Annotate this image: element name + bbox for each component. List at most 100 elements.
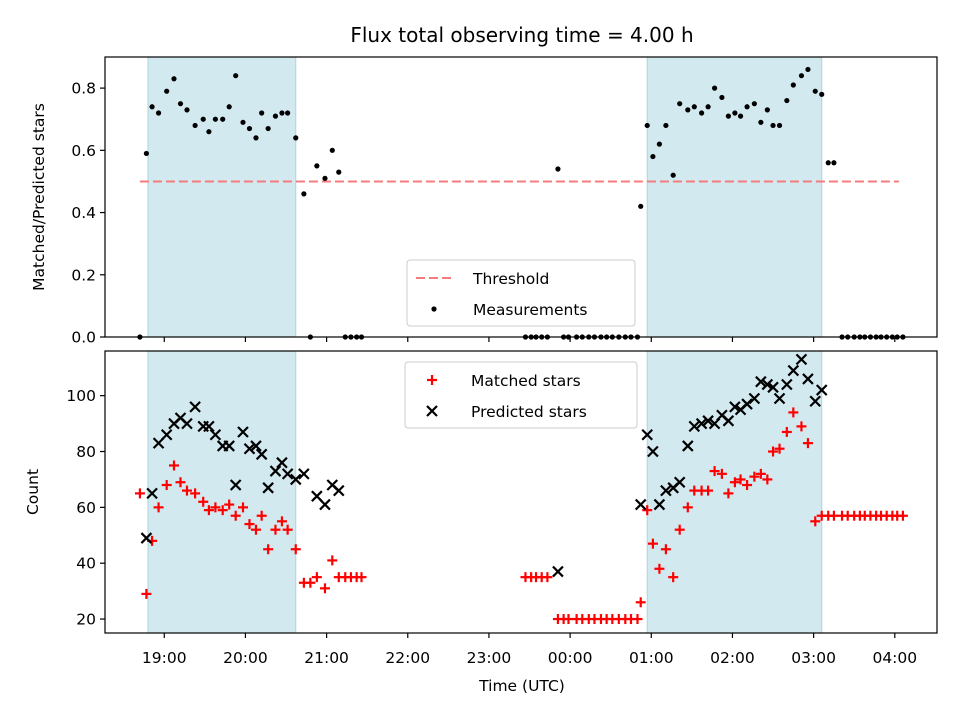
plus-point: [660, 544, 671, 555]
y-tick-label: 0.6: [71, 142, 96, 160]
cross-point: [729, 401, 741, 413]
plus-point: [311, 572, 322, 583]
dot-point: [212, 116, 218, 122]
cross-point: [688, 420, 701, 433]
plus-point: [796, 421, 807, 432]
cross-point: [641, 428, 653, 441]
y-axis-label: Matched/Predicted stars: [30, 103, 48, 291]
dot-point: [149, 104, 155, 110]
x-tick-label: 21:00: [304, 649, 349, 667]
dot-point: [711, 85, 718, 91]
dot-point: [143, 150, 149, 157]
legend-dot-swatch: [431, 306, 437, 312]
cross-point: [262, 482, 274, 494]
plus-point: [181, 485, 192, 496]
cross-point: [634, 498, 647, 511]
plus-point: [668, 572, 679, 583]
dot-point: [770, 122, 776, 129]
cross-point: [795, 353, 808, 366]
dot-point: [819, 91, 825, 97]
dot-point: [329, 147, 335, 153]
plus-point: [230, 510, 241, 521]
cross-point: [653, 498, 666, 511]
dot-point: [725, 113, 731, 119]
cross-point: [140, 532, 153, 544]
count-panel: 20 40 60 80 100 Count Matched stars Predicted s…: [24, 350, 938, 638]
cross-point: [181, 417, 193, 430]
plus-point: [305, 577, 316, 588]
plus-point: [768, 446, 779, 457]
plus-point: [263, 544, 274, 555]
plus-point: [755, 468, 766, 479]
dot-point: [812, 88, 818, 94]
dot-point: [171, 76, 177, 82]
plus-point: [210, 502, 221, 513]
dot-point: [685, 107, 691, 113]
observing-window-1: [646, 350, 823, 634]
legend-label: Measurements: [473, 301, 588, 319]
x-tick-label: 01:00: [629, 649, 674, 667]
plus-point: [270, 524, 281, 535]
y-tick-label: 40: [76, 555, 96, 573]
x-tick-label: 03:00: [791, 649, 836, 667]
cross-point: [281, 468, 294, 480]
ratio-panel: 0.0 0.2 0.4 0.6 0.8 Matched/Predicted stars Th…: [30, 56, 938, 347]
series-predicted-stars: [140, 353, 828, 578]
cross-point: [809, 395, 822, 408]
cross-point: [209, 428, 222, 441]
plus-point: [703, 485, 714, 496]
dot-point: [790, 82, 796, 88]
dot-point: [184, 107, 190, 113]
cross-point: [269, 465, 282, 477]
plus-point: [217, 505, 228, 516]
plus-point: [674, 524, 685, 535]
dot-point: [663, 122, 669, 129]
plus-point: [781, 426, 792, 437]
cross-point: [673, 476, 686, 489]
dot-point: [200, 116, 206, 122]
dot-point: [301, 191, 307, 197]
plus-point: [244, 519, 255, 530]
cross-point: [647, 445, 659, 458]
dot-point: [776, 122, 783, 129]
dot-point: [705, 104, 711, 110]
cross-point: [815, 384, 828, 396]
y-axis-label: Count: [24, 469, 42, 515]
dot-point: [192, 122, 198, 129]
cross-point: [319, 498, 331, 511]
dot-point: [272, 113, 279, 119]
dot-point: [784, 97, 790, 104]
plus-point: [203, 505, 214, 516]
dot-point: [732, 110, 738, 116]
dot-point: [240, 119, 246, 125]
y-tick-label: 80: [76, 443, 96, 461]
plus-point: [682, 502, 693, 513]
legend-box: [404, 361, 638, 429]
dot-point: [656, 141, 662, 147]
dot-point: [285, 110, 291, 116]
dot-point: [670, 172, 676, 178]
plus-point: [290, 544, 301, 555]
dot-point: [638, 203, 644, 209]
plus-point: [788, 407, 799, 418]
plus-point: [716, 468, 727, 479]
dot-point: [322, 175, 328, 181]
cross-point: [229, 479, 242, 491]
cross-point: [160, 428, 173, 441]
cross-point: [773, 392, 786, 405]
dot-point: [233, 73, 239, 79]
cross-point: [223, 440, 235, 452]
plus-point: [153, 502, 164, 513]
dot-point: [691, 104, 697, 110]
dot-point: [226, 104, 232, 110]
dot-point: [744, 104, 750, 110]
x-axis-label: Time (UTC): [478, 677, 565, 695]
dot-point: [805, 66, 811, 73]
dot-point: [314, 163, 320, 169]
y-tick-label: 20: [76, 611, 96, 629]
plus-point: [729, 477, 740, 488]
chart-title: Flux total observing time = 4.00 h: [350, 23, 693, 47]
y-tick-label: 0.8: [71, 80, 96, 98]
plus-point: [749, 471, 760, 482]
